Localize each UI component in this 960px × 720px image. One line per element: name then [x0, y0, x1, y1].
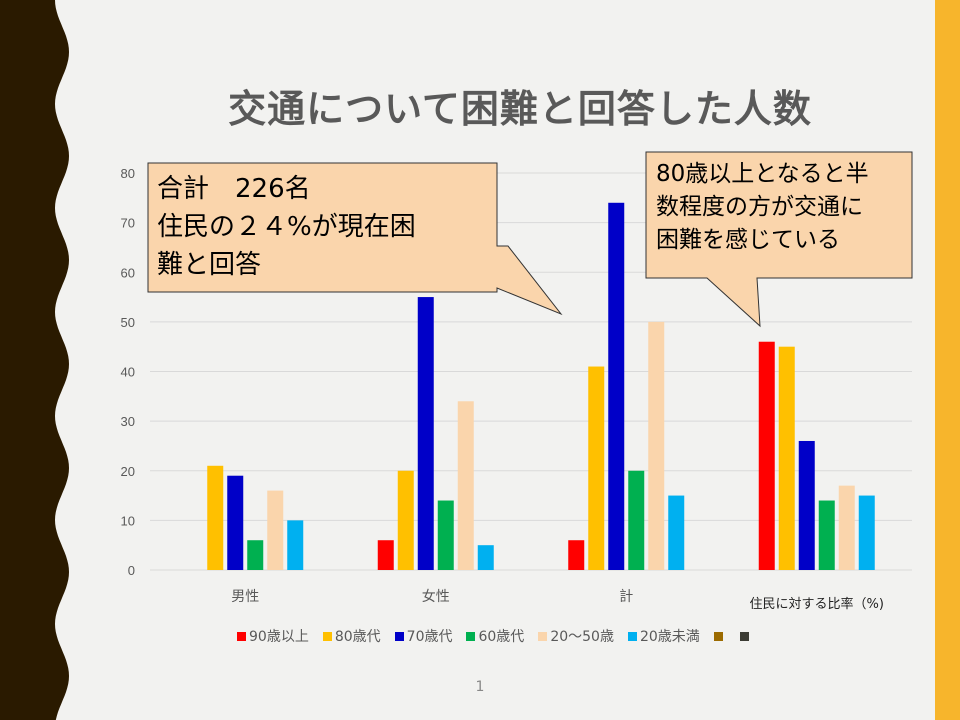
- bar-90歳以上: [758, 341, 775, 570]
- bars: [207, 202, 875, 570]
- bar-60歳代: [437, 500, 454, 570]
- bar-70歳代: [417, 297, 434, 570]
- x-category-label: 男性: [231, 589, 259, 605]
- bar-70歳代: [798, 440, 815, 570]
- legend-swatch: [739, 631, 749, 641]
- y-tick-label: 10: [121, 513, 135, 528]
- legend-swatch: [538, 631, 548, 641]
- x-category-label: 女性: [422, 588, 450, 605]
- y-tick-label: 70: [121, 216, 135, 231]
- y-tick-label: 0: [128, 563, 135, 578]
- legend-item: 20歳未満: [627, 626, 700, 646]
- legend-item: [739, 631, 752, 641]
- callout-total-line: 合計 226名: [157, 174, 311, 204]
- bar-90歳以上: [568, 540, 585, 570]
- bar-20～50歳: [648, 321, 665, 570]
- slide-title: 交通について困難と回答した人数: [228, 87, 812, 131]
- bar-80歳代: [588, 366, 605, 570]
- legend-swatch: [237, 631, 246, 641]
- legend-item: 90歳以上: [237, 626, 309, 646]
- callout-elderly-shape: [645, 151, 913, 328]
- y-tick-label: 50: [121, 315, 135, 330]
- bar-20～50歳: [267, 490, 284, 570]
- bar-80歳代: [778, 346, 795, 570]
- callout-elderly-line: 困難を感じている: [656, 227, 840, 253]
- legend-label: 20歳未満: [639, 629, 700, 645]
- bar-20歳未満: [287, 520, 304, 570]
- callout-elderly-line: 80歳以上となると半: [656, 161, 869, 187]
- bar-20歳未満: [858, 495, 875, 570]
- y-tick-label: 40: [121, 365, 135, 380]
- bar-70歳代: [608, 202, 625, 570]
- legend-label: 20～50歳: [550, 629, 614, 645]
- bar-60歳代: [628, 470, 645, 570]
- x-category-label: 計: [619, 589, 633, 605]
- bar-20歳未満: [668, 495, 685, 570]
- legend-swatch: [466, 631, 476, 641]
- x-category-label: 住民に対する比率（%): [750, 596, 884, 612]
- legend-label: 90歳以上: [249, 629, 309, 645]
- legend-item: [713, 631, 726, 641]
- legend-label: 60歳代: [478, 629, 525, 645]
- bar-80歳代: [397, 470, 414, 570]
- page-number: 1: [475, 679, 485, 695]
- y-tick-label: 20: [121, 464, 135, 479]
- legend-item: 80歳代: [322, 626, 381, 646]
- y-tick-label: 30: [121, 414, 135, 429]
- bar-20～50歳: [838, 485, 855, 570]
- legend-swatch: [713, 631, 723, 641]
- legend-label: 70歳代: [406, 629, 453, 645]
- callout-total-line: 住民の２４%が現在困: [157, 212, 416, 242]
- y-tick-label: 80: [121, 166, 135, 181]
- legend-swatch: [322, 631, 332, 641]
- x-axis-labels: 男性 女性 計 住民に対する比率（%): [231, 588, 884, 612]
- bar-60歳代: [247, 540, 264, 570]
- y-tick-label: 60: [121, 265, 135, 280]
- bar-60歳代: [818, 500, 835, 570]
- callout-elderly-line: 数程度の方が交通に: [656, 194, 863, 220]
- bar-20歳未満: [477, 545, 494, 570]
- callout-total-line: 難と回答: [157, 250, 262, 280]
- right-accent-bar: [935, 0, 960, 720]
- legend-swatch: [627, 631, 637, 641]
- legend-label: 80歳代: [334, 629, 381, 645]
- y-axis-ticks: 0 10 20 30 40 50 60 70 80: [121, 166, 135, 578]
- legend-item: 20～50歳: [538, 626, 614, 646]
- left-wave-border: [0, 0, 69, 720]
- bar-90歳以上: [377, 540, 394, 570]
- bar-80歳代: [207, 465, 224, 570]
- legend-swatch: [394, 631, 404, 641]
- callout-total-shape: [147, 162, 563, 316]
- legend-item: 60歳代: [466, 626, 524, 646]
- legend-item: 70歳代: [394, 626, 453, 646]
- bar-70歳代: [227, 475, 244, 570]
- callout-total-text: 合計 226名 住民の２４%が現在困 難と回答: [157, 170, 497, 284]
- chart-legend: 90歳以上 80歳代 70歳代 60歳代 20～50歳 20歳未満: [237, 626, 766, 646]
- callout-elderly-text: 80歳以上となると半 数程度の方が交通に 困難を感じている: [656, 158, 916, 257]
- bar-20～50歳: [457, 401, 474, 570]
- wave-shape: [0, 0, 69, 720]
